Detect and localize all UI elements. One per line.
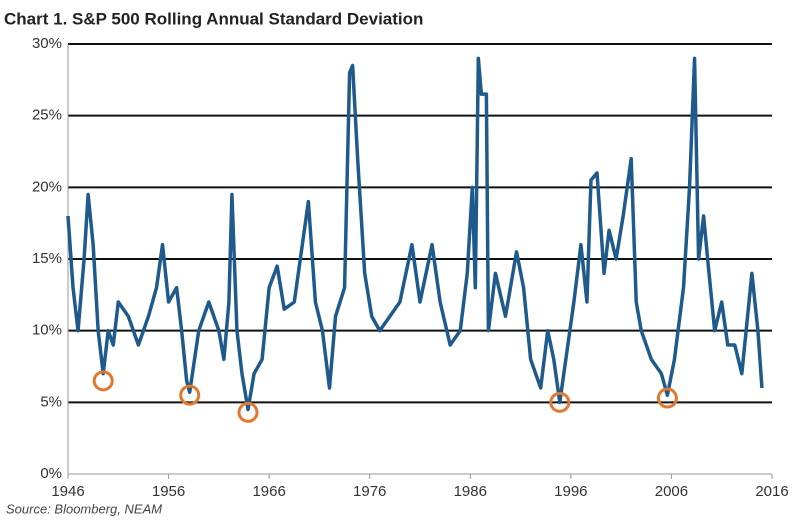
x-tick-label: 1956 <box>152 483 185 500</box>
y-tick-label: 20% <box>32 178 62 195</box>
highlight-circle <box>92 370 114 392</box>
y-tick-label: 10% <box>32 322 62 339</box>
chart-title: Chart 1. S&P 500 Rolling Annual Standard… <box>4 9 423 28</box>
y-tick-label: 5% <box>40 393 62 410</box>
y-tick-label: 30% <box>32 35 62 52</box>
y-tick-label: 0% <box>40 465 62 482</box>
y-tick-label: 15% <box>32 250 62 267</box>
highlight-circle <box>549 391 571 413</box>
x-tick-label: 2016 <box>755 483 788 500</box>
x-tick-label: 1966 <box>252 483 285 500</box>
x-tick-label: 1946 <box>51 483 84 500</box>
x-tick-label: 1996 <box>554 483 587 500</box>
x-tick-label: 1986 <box>454 483 487 500</box>
highlight-circle <box>179 384 201 406</box>
x-tick-label: 2006 <box>655 483 688 500</box>
highlight-circle <box>656 387 678 409</box>
y-tick-label: 25% <box>32 107 62 124</box>
data-line <box>66 56 764 412</box>
x-tick-label: 1976 <box>353 483 386 500</box>
highlight-circle <box>237 401 259 423</box>
source-note: Source: Bloomberg, NEAM <box>6 501 162 516</box>
